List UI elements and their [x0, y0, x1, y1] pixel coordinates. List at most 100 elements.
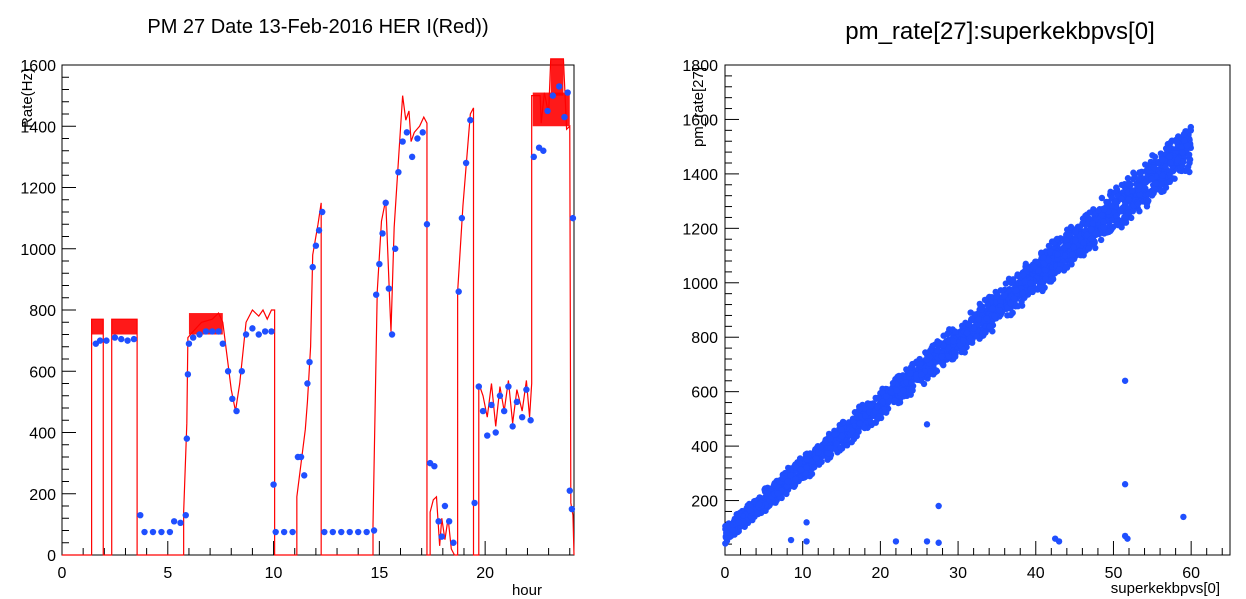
left-x-tick-label: 0 [58, 565, 67, 582]
scatter-point [827, 435, 834, 443]
left-y-tick-label: 400 [29, 426, 56, 443]
scatter-point [1047, 248, 1054, 256]
scatter-point [723, 522, 730, 529]
scatter-point [770, 481, 778, 489]
left-y-tick-label: 1200 [20, 181, 56, 198]
scatter-point [938, 353, 946, 360]
rate-point [149, 528, 157, 536]
rate-point [255, 331, 262, 338]
rate-point [182, 511, 189, 519]
scatter-point [1021, 277, 1029, 285]
right-y-tick-label: 1200 [682, 221, 718, 238]
scatter-point [734, 511, 742, 519]
rate-point [272, 528, 279, 536]
rate-point [569, 214, 577, 222]
scatter-point [1012, 287, 1020, 294]
scatter-point [895, 372, 903, 380]
scatter-point [753, 509, 760, 517]
rate-point [527, 417, 534, 424]
scatter-point [965, 321, 973, 329]
scatter-point [1143, 203, 1151, 210]
right-x-tick-label: 10 [794, 565, 812, 582]
rate-point [395, 168, 402, 176]
current-band-segment [91, 319, 104, 335]
scatter-point [1124, 180, 1132, 188]
scatter-point [960, 337, 967, 344]
scatter-point [1105, 228, 1113, 236]
scatter-point [1145, 197, 1152, 205]
rate-point [423, 221, 431, 228]
scatter-point [792, 476, 800, 483]
scatter-point [1166, 153, 1174, 160]
scatter-point [908, 379, 915, 386]
rate-point [471, 499, 478, 507]
rate-point [338, 528, 345, 536]
scatter-point [1053, 235, 1061, 243]
rate-point [177, 519, 184, 527]
scatter-point [1072, 237, 1079, 244]
scatter-outlier [892, 538, 900, 545]
rate-point [450, 539, 457, 546]
scatter-point [1150, 164, 1157, 171]
scatter-point [986, 323, 993, 330]
scatter-point [891, 397, 898, 404]
scatter-point [779, 474, 786, 482]
scatter-point [903, 379, 910, 386]
left-ticks [61, 64, 571, 556]
scatter-outlier [1121, 481, 1129, 488]
scatter-point [883, 393, 890, 400]
scatter-point [1010, 295, 1018, 302]
scatter-point [1061, 252, 1069, 259]
scatter-point [934, 347, 941, 354]
left-plot-frame [61, 64, 575, 556]
rate-point [419, 129, 426, 136]
rate-point [329, 528, 337, 536]
left-y-tick-label: 600 [29, 364, 56, 381]
right-y-tick-label: 1600 [682, 112, 718, 129]
rate-point [242, 331, 250, 338]
scatter-point [1063, 237, 1070, 244]
scatter-point [861, 424, 868, 432]
scatter-point [1019, 289, 1027, 297]
rate-point [484, 432, 491, 439]
rate-point [467, 116, 474, 124]
scatter-point [856, 420, 863, 427]
left-y-tick-label: 800 [29, 303, 56, 320]
scatter-point [885, 398, 892, 405]
scatter-point [989, 305, 996, 312]
rate-point [141, 528, 148, 536]
scatter-point [1117, 207, 1124, 215]
scatter-point [923, 356, 930, 364]
rate-point [530, 153, 538, 161]
scatter-point [951, 353, 958, 360]
scatter-point [888, 388, 896, 396]
scatter-point [1009, 276, 1017, 283]
rate-point [379, 230, 386, 237]
scatter-outlier [803, 519, 810, 526]
current-band-segment [550, 58, 564, 96]
scatter-point [1166, 171, 1173, 179]
rate-point [301, 472, 308, 479]
rate-point [399, 138, 406, 145]
scatter-point [989, 328, 996, 335]
scatter-point [1092, 229, 1100, 237]
scatter-point [993, 292, 1000, 300]
scatter-outlier [923, 538, 931, 545]
scatter-outlier [787, 536, 795, 544]
rate-point [130, 335, 138, 343]
rate-point [561, 113, 568, 121]
scatter-point [1029, 288, 1036, 296]
rate-point [455, 288, 462, 295]
scatter-point [983, 315, 990, 322]
scatter-point [916, 361, 924, 368]
scatter-point [1187, 127, 1195, 134]
scatter-point [1128, 214, 1135, 222]
scatter-point [1002, 280, 1010, 287]
scatter-point [867, 418, 874, 425]
scatter-point [1019, 271, 1027, 279]
rate-point [118, 335, 125, 343]
rate-point [229, 395, 236, 403]
rate-point [315, 227, 323, 234]
left-chart-title: PM 27 Date 13-Feb-2016 HER I(Red)) [147, 16, 488, 38]
